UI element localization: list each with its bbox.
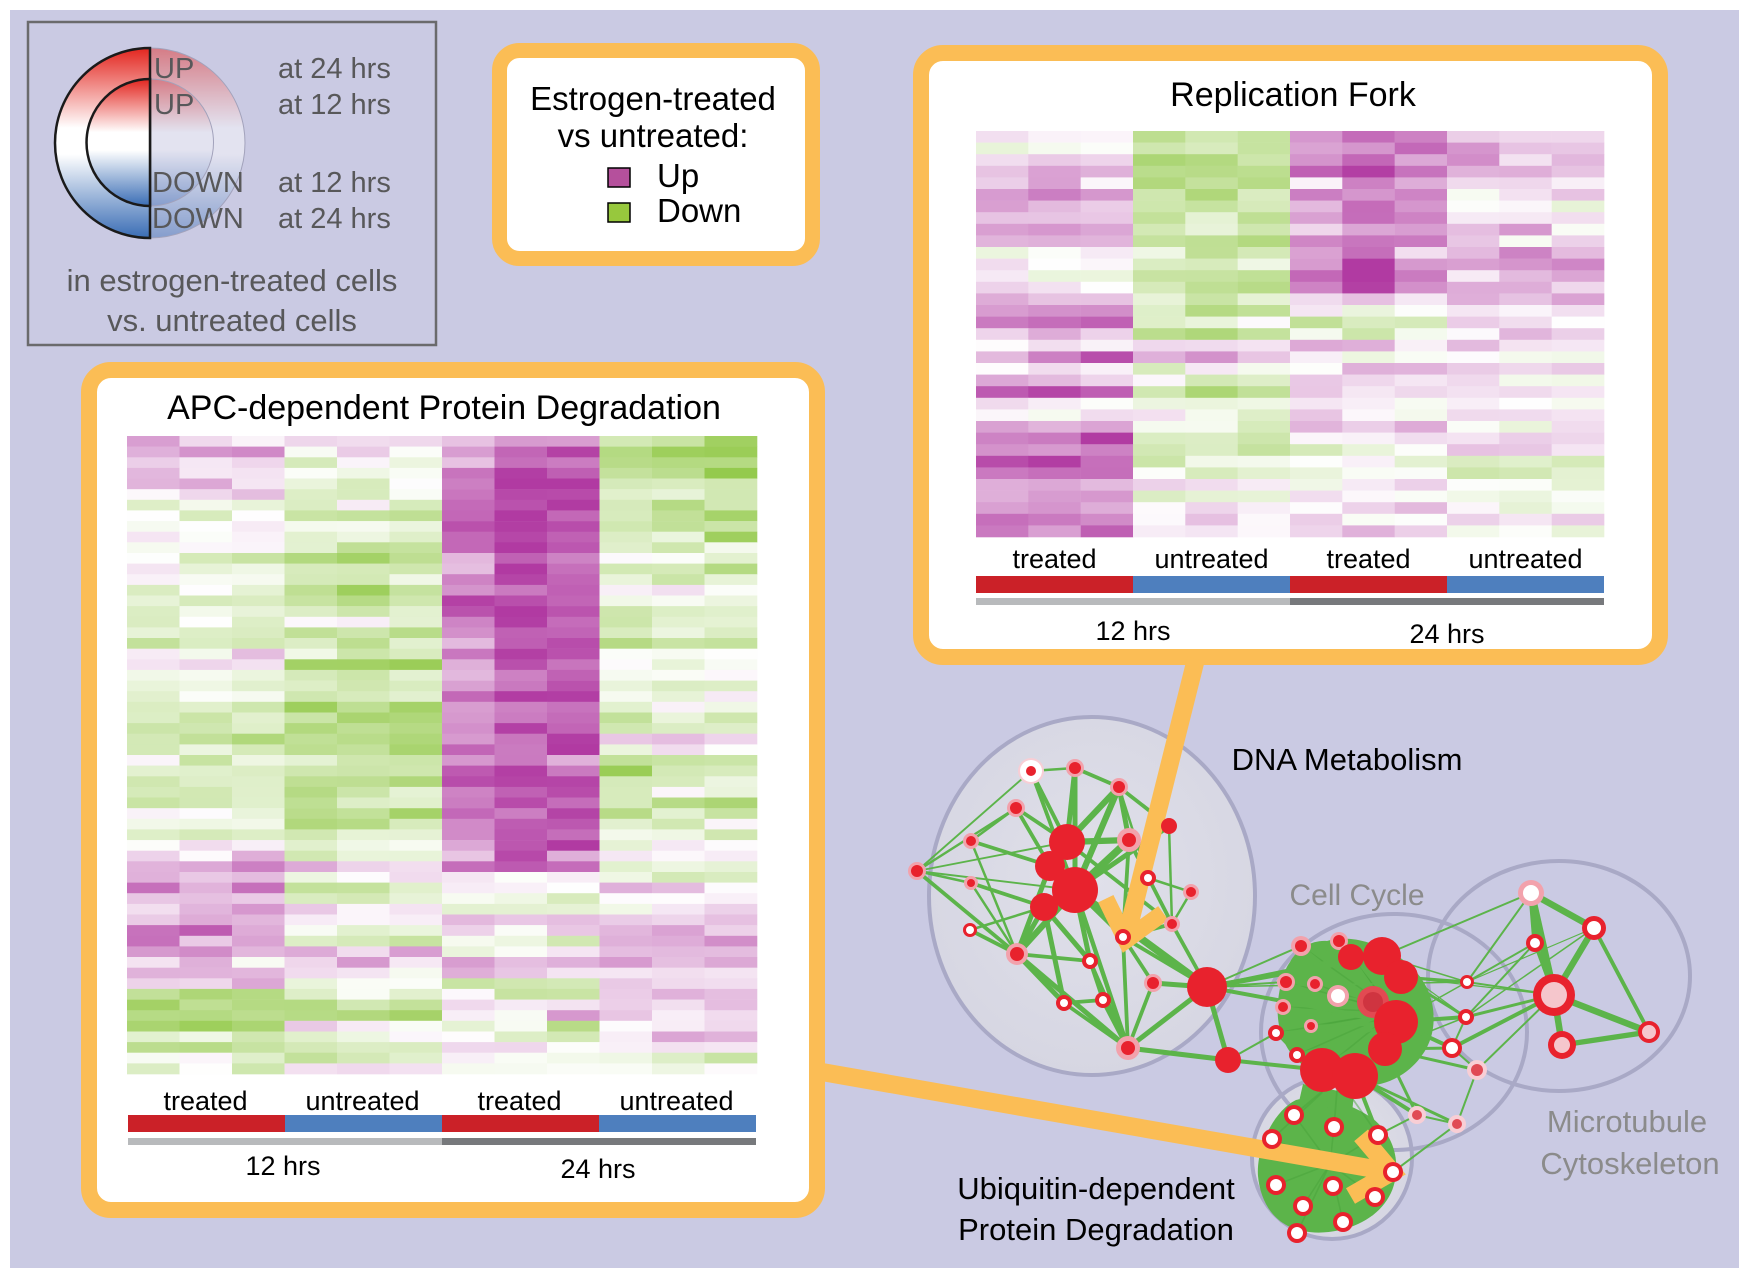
svg-text:untreated: untreated: [305, 1086, 419, 1116]
svg-text:Cytoskeleton: Cytoskeleton: [1540, 1146, 1719, 1181]
svg-text:treated: treated: [163, 1086, 247, 1116]
svg-text:untreated: untreated: [619, 1086, 733, 1116]
svg-text:DOWN: DOWN: [152, 167, 244, 199]
svg-text:UP: UP: [154, 53, 194, 85]
svg-text:Replication Fork: Replication Fork: [1170, 76, 1417, 114]
svg-text:vs. untreated cells: vs. untreated cells: [107, 303, 357, 338]
svg-text:APC-dependent Protein Degradat: APC-dependent Protein Degradation: [167, 389, 721, 427]
svg-text:treated: treated: [477, 1086, 561, 1116]
svg-text:Ubiquitin-dependent: Ubiquitin-dependent: [957, 1171, 1235, 1206]
svg-text:untreated: untreated: [1154, 544, 1268, 574]
svg-text:Cell Cycle: Cell Cycle: [1289, 879, 1424, 912]
svg-text:at 24 hrs: at 24 hrs: [278, 203, 391, 235]
svg-text:DOWN: DOWN: [152, 203, 244, 235]
svg-text:DNA Metabolism: DNA Metabolism: [1232, 742, 1463, 777]
svg-text:12 hrs: 12 hrs: [245, 1151, 320, 1181]
svg-text:12 hrs: 12 hrs: [1095, 616, 1170, 646]
svg-text:in estrogen-treated cells: in estrogen-treated cells: [67, 263, 398, 298]
svg-text:Down: Down: [657, 192, 741, 229]
svg-text:Microtubule: Microtubule: [1547, 1104, 1707, 1139]
svg-text:Protein Degradation: Protein Degradation: [958, 1212, 1234, 1247]
svg-text:24 hrs: 24 hrs: [1409, 619, 1484, 649]
svg-text:Up: Up: [657, 157, 699, 194]
svg-text:untreated: untreated: [1468, 544, 1582, 574]
svg-text:24 hrs: 24 hrs: [560, 1154, 635, 1184]
svg-text:at 24 hrs: at 24 hrs: [278, 53, 391, 85]
svg-text:treated: treated: [1326, 544, 1410, 574]
svg-text:at 12 hrs: at 12 hrs: [278, 167, 391, 199]
svg-text:at 12 hrs: at 12 hrs: [278, 89, 391, 121]
svg-text:vs untreated:: vs untreated:: [558, 117, 749, 154]
svg-text:UP: UP: [154, 89, 194, 121]
svg-text:Estrogen-treated: Estrogen-treated: [530, 80, 776, 117]
svg-text:treated: treated: [1012, 544, 1096, 574]
